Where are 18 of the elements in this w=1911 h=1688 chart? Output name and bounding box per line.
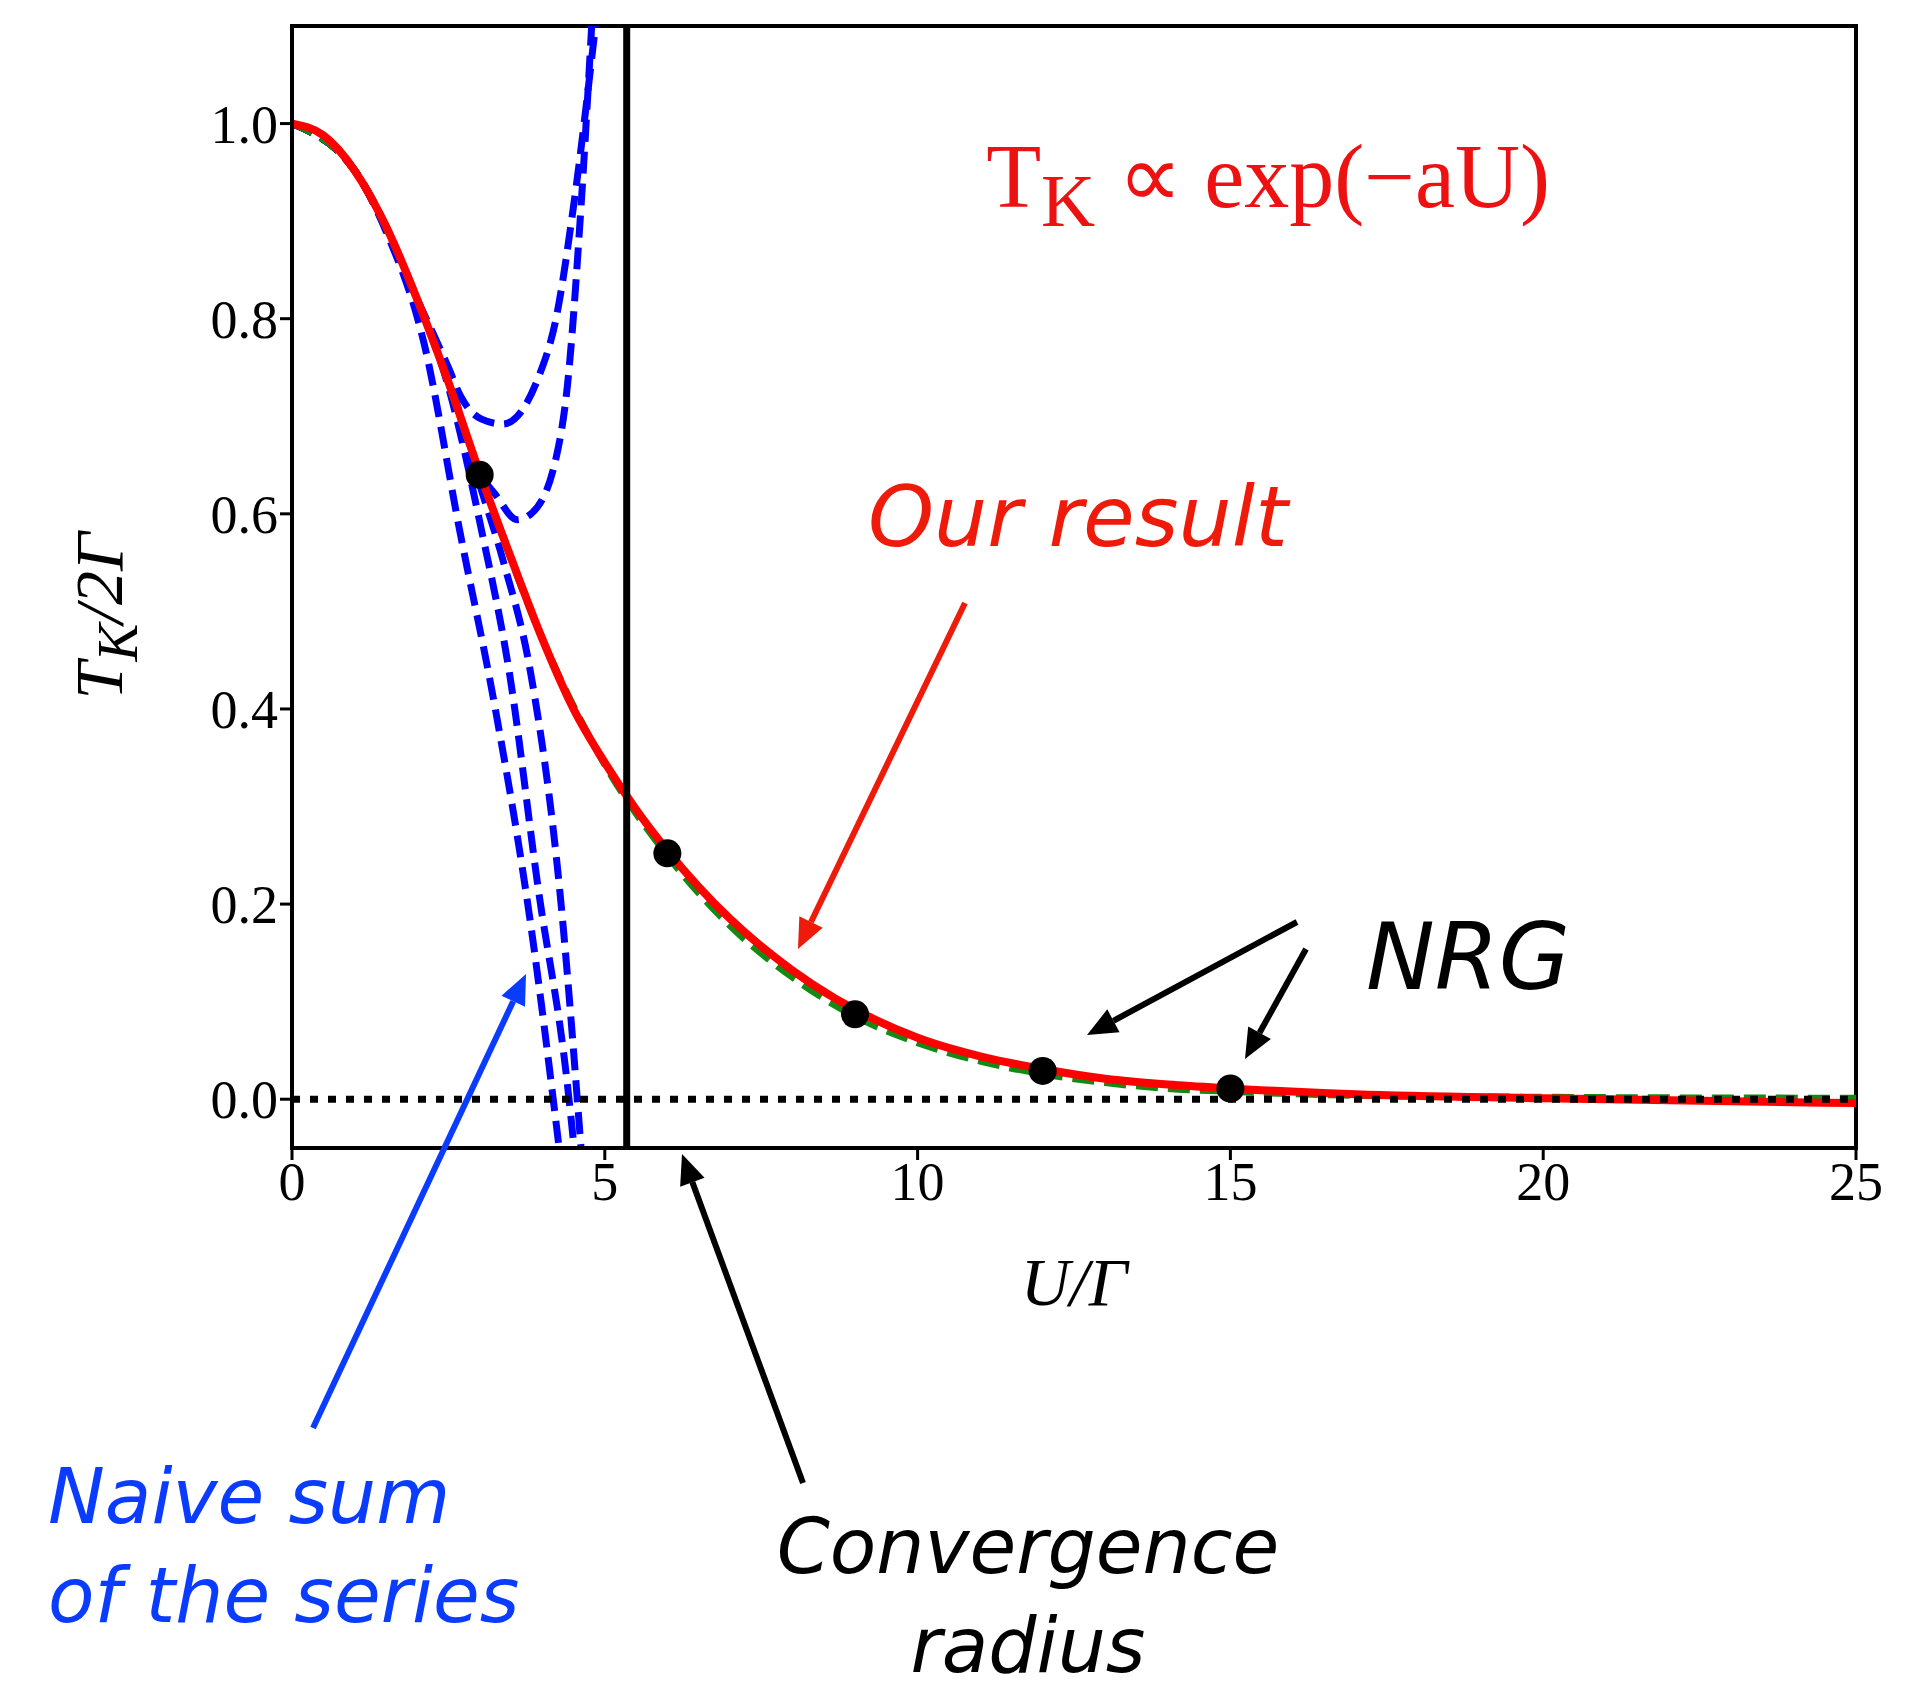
y-tick-label: 0.2 bbox=[210, 875, 278, 936]
annotation: NRG bbox=[1364, 903, 1571, 1013]
y-tick-label: 0.8 bbox=[210, 289, 278, 350]
x-axis-title: U/Γ bbox=[1019, 1243, 1131, 1322]
x-tick-label: 5 bbox=[591, 1152, 619, 1213]
y-tick-label: 0.4 bbox=[210, 680, 278, 741]
x-tick-label: 15 bbox=[1203, 1152, 1258, 1213]
annotation: T$_{K}$ ∝ exp(−aU) bbox=[985, 126, 1551, 244]
annotation: Our result bbox=[866, 467, 1292, 568]
x-tick-label: 25 bbox=[1829, 1152, 1883, 1213]
y-tick-label: 0.6 bbox=[210, 485, 278, 545]
x-tick-label: 20 bbox=[1516, 1152, 1571, 1213]
x-tick-label: 10 bbox=[890, 1152, 945, 1213]
text: Naive sum of the series bbox=[48, 1451, 521, 1642]
text: Convergence radius bbox=[775, 1501, 1281, 1688]
x-tick-label: 0 bbox=[278, 1152, 306, 1213]
y-tick-label: 0.0 bbox=[210, 1070, 278, 1131]
y-tick-label: 1.0 bbox=[210, 94, 278, 155]
